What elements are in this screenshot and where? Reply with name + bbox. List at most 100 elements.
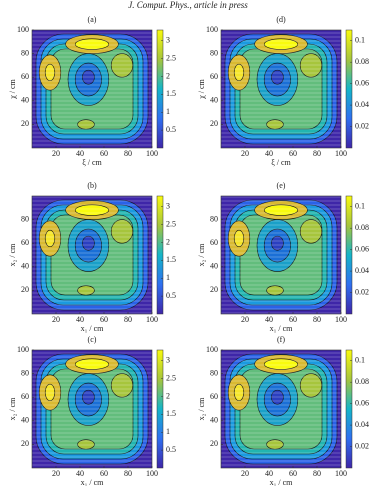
colorbar [345,29,353,149]
x-tick-label: 20 [241,469,249,478]
y-axis-label: x₂ / cm [197,397,206,421]
colorbar-tick-label: 0.5 [166,445,176,454]
y-tick-label: 20 [210,439,218,448]
colorbar-tick-label: 0.04 [355,266,369,275]
y-tick-label: 100 [17,25,29,34]
colorbar-tick-label: 0.1 [355,356,365,365]
panel-label: (d) [276,15,286,24]
panel-label: (e) [277,181,286,190]
stripes [221,30,341,148]
colorbar-tick-label: 3 [166,36,170,45]
x-tick-label: 60 [100,315,108,324]
y-tick-label: 100 [17,345,29,354]
colorbar-tick-label: 0.06 [355,78,369,87]
stripes [32,350,152,468]
y-axis-label: x₂ / cm [8,243,17,267]
x-tick-label: 20 [52,315,60,324]
y-tick-label: 40 [21,96,29,105]
x-axis-label: ξ / cm [271,158,291,167]
colorbar [156,29,164,149]
colorbar-tick-label: 2.5 [166,219,176,228]
colorbar-tick-label: 2 [166,71,170,80]
x-tick-label: 40 [265,315,273,324]
x-tick-label: 80 [124,469,132,478]
colorbar-tick-label: 0.5 [166,125,176,134]
colorbar-tick-label: 1 [166,107,170,116]
axes-frame [31,195,153,315]
colorbar-tick-label: 3 [166,356,170,365]
stripes [221,350,341,468]
contour-field [221,30,341,148]
colorbar-tick-label: 0.08 [355,57,369,66]
x-tick-label: 80 [124,315,132,324]
colorbar-tick-label: 2.5 [166,373,176,382]
x-tick-label: 100 [146,469,158,478]
y-tick-label: 60 [210,72,218,81]
colorbar-tick-label: 0.02 [355,441,369,450]
y-tick-label: 60 [21,392,29,401]
y-tick-label: 80 [210,48,218,57]
colorbar-tick-label: 3 [166,202,170,211]
colorbar-tick-label: 0.06 [355,244,369,253]
x-axis-label: ξ / cm [82,158,102,167]
axes-frame [220,29,342,149]
y-tick-label: 80 [21,368,29,377]
y-tick-label: 40 [210,416,218,425]
x-tick-label: 40 [76,469,84,478]
x-tick-label: 60 [289,315,297,324]
x-tick-label: 20 [52,469,60,478]
x-tick-label: 80 [313,315,321,324]
y-tick-label: 60 [210,392,218,401]
y-axis-label: χ / cm [8,78,17,99]
colorbar-tick-label: 0.1 [355,36,365,45]
colorbar-tick-label: 1.5 [166,409,176,418]
stripes [32,30,152,148]
panel-label: (b) [87,181,97,190]
colorbar-tick-label: 0.5 [166,291,176,300]
colorbar [345,349,353,469]
contour-field [32,30,152,148]
stripes [32,196,152,314]
x-tick-label: 60 [289,149,297,158]
colorbar-tick-label: 1.5 [166,255,176,264]
colorbar-tick-label: 0.06 [355,398,369,407]
x-axis-label: x₁ / cm [81,324,105,333]
x-tick-label: 80 [313,469,321,478]
colorbar [156,349,164,469]
axes-frame [220,195,342,315]
colorbar-tick-label: 2 [166,237,170,246]
x-tick-label: 60 [100,149,108,158]
y-tick-label: 20 [21,285,29,294]
y-tick-label: 20 [21,119,29,128]
colorbar [345,195,353,315]
y-axis-label: χ / cm [197,78,206,99]
colorbar-tick-label: 0.1 [355,202,365,211]
x-tick-label: 100 [335,149,347,158]
y-tick-label: 100 [206,25,218,34]
contour-field [221,350,341,468]
colorbar-tick-label: 1 [166,273,170,282]
x-tick-label: 60 [100,469,108,478]
contour-field [32,350,152,468]
x-tick-label: 40 [76,149,84,158]
x-axis-label: x₁ / cm [81,478,105,486]
x-tick-label: 40 [265,149,273,158]
y-tick-label: 80 [210,368,218,377]
y-tick-label: 40 [210,262,218,271]
colorbar-tick-label: 0.08 [355,377,369,386]
x-tick-label: 100 [335,315,347,324]
x-tick-label: 100 [146,315,158,324]
colorbar-tick-label: 0.02 [355,121,369,130]
y-tick-label: 80 [210,214,218,223]
x-axis-label: x₁ / cm [270,324,294,333]
contour-field [221,196,341,314]
axes-frame [31,349,153,469]
colorbar-tick-label: 2 [166,391,170,400]
colorbar [156,195,164,315]
y-tick-label: 40 [210,96,218,105]
x-tick-label: 100 [146,149,158,158]
colorbar-tick-label: 0.08 [355,223,369,232]
colorbar-tick-label: 0.04 [355,420,369,429]
y-tick-label: 20 [210,119,218,128]
